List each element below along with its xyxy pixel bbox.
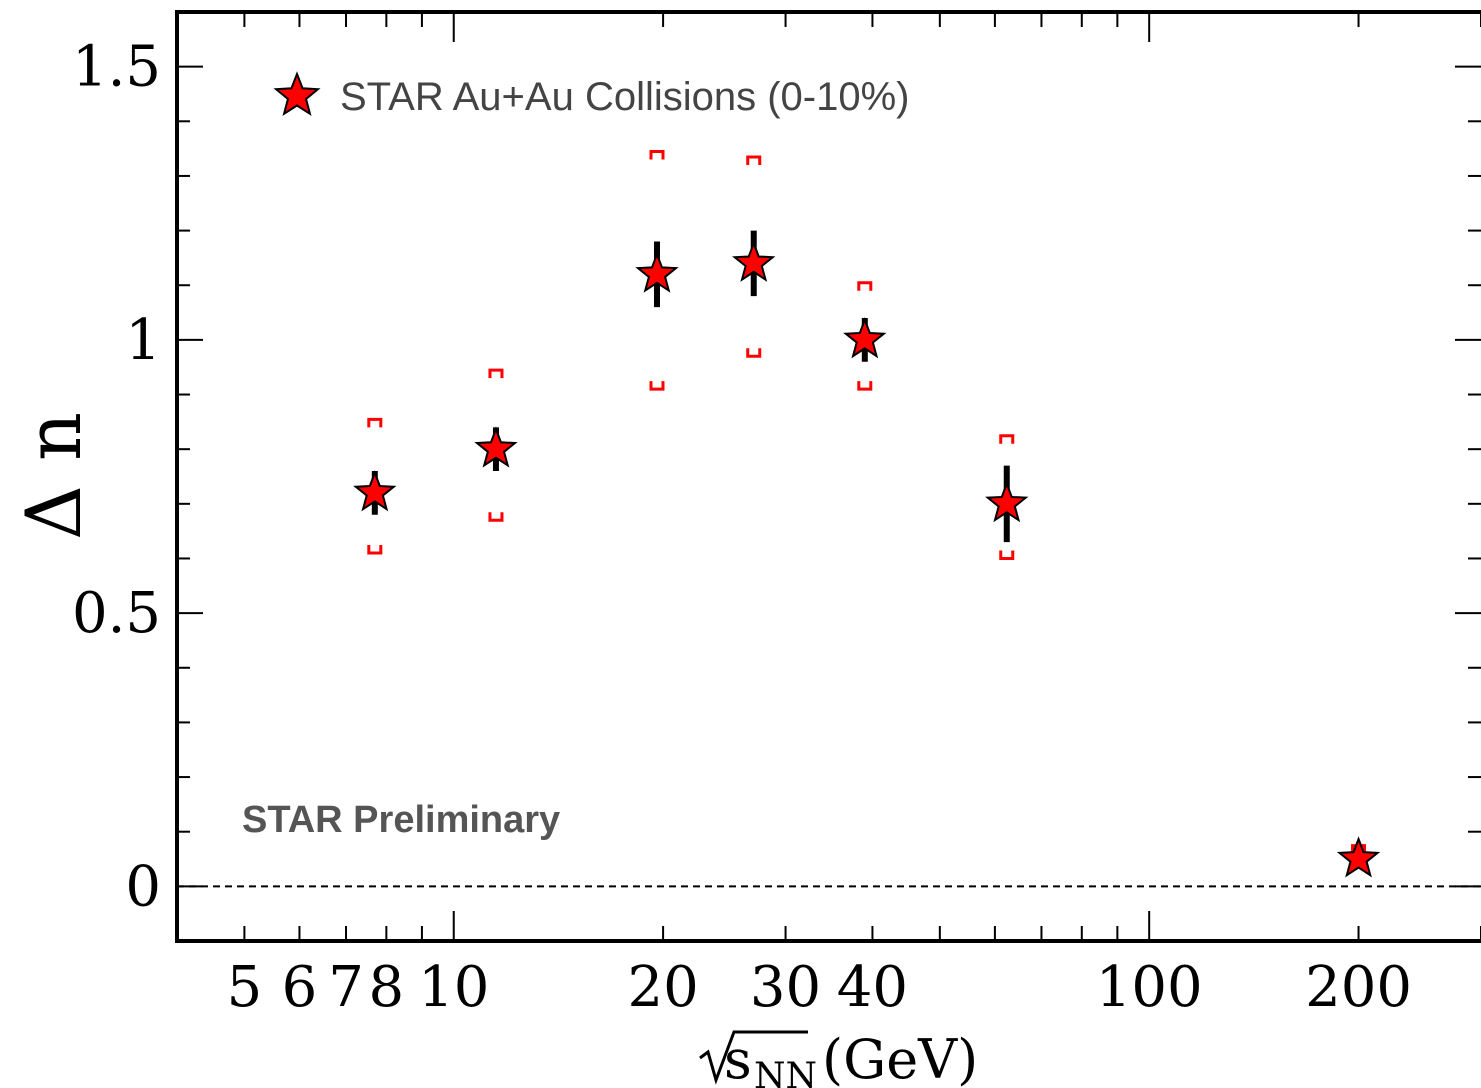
sqrt-symbol bbox=[699, 1030, 808, 1085]
sys-error-upper bbox=[746, 155, 762, 166]
sys-error-lower bbox=[746, 348, 762, 358]
sys-error-upper bbox=[488, 368, 504, 379]
data-point bbox=[843, 281, 887, 391]
data-point bbox=[474, 368, 518, 522]
plot-border bbox=[175, 10, 1481, 943]
x-tick-label: 200 bbox=[1305, 955, 1412, 1020]
sys-error-lower bbox=[488, 512, 504, 522]
sys-error-lower bbox=[649, 381, 665, 391]
y-axis: 0 0.5 1 1.5 bbox=[72, 35, 1481, 919]
x-axis-label-subscript: NN bbox=[754, 1056, 817, 1088]
sys-error-upper bbox=[649, 150, 665, 160]
legend: STAR Au+Au Collisions (0-10%) bbox=[273, 71, 910, 119]
data-point bbox=[635, 150, 679, 391]
sys-error-lower bbox=[857, 381, 873, 391]
data-point bbox=[1336, 836, 1381, 878]
x-tick-label: 30 bbox=[750, 955, 821, 1020]
sys-error-upper bbox=[999, 434, 1015, 444]
y-tick-label: 0.5 bbox=[72, 581, 161, 646]
legend-star bbox=[273, 71, 321, 117]
x-tick-label: 6 bbox=[282, 955, 318, 1020]
star-marker bbox=[985, 481, 1029, 523]
preliminary-annotation: STAR Preliminary bbox=[242, 799, 560, 841]
data-series bbox=[353, 150, 1381, 878]
x-tick-label: 8 bbox=[369, 955, 405, 1020]
data-point bbox=[732, 155, 776, 358]
x-axis-label-unit: (GeV) bbox=[822, 1028, 978, 1088]
x-tick-label: 40 bbox=[837, 955, 908, 1020]
sys-error-lower bbox=[367, 545, 383, 555]
data-point bbox=[353, 417, 397, 555]
star-marker bbox=[635, 251, 679, 293]
y-tick-label: 0 bbox=[125, 854, 161, 919]
legend-label: STAR Au+Au Collisions (0-10%) bbox=[340, 75, 910, 119]
star-marker bbox=[843, 317, 887, 359]
star-marker bbox=[474, 426, 518, 468]
legend-star-marker bbox=[273, 71, 321, 117]
x-tick-label: 20 bbox=[627, 955, 698, 1020]
sys-error-upper bbox=[367, 417, 383, 428]
x-tick-label: 5 bbox=[227, 955, 263, 1020]
star-marker bbox=[1336, 836, 1381, 878]
x-axis-label-symbol: s bbox=[724, 1028, 752, 1088]
x-tick-label: 100 bbox=[1096, 955, 1203, 1020]
plot-frame bbox=[175, 10, 1481, 943]
sys-error-upper bbox=[857, 281, 873, 291]
star-marker bbox=[353, 470, 397, 512]
x-tick-label: 7 bbox=[328, 955, 364, 1020]
x-tick-label: 10 bbox=[418, 955, 489, 1020]
data-point bbox=[985, 434, 1029, 560]
star-marker bbox=[732, 240, 776, 282]
sys-error-lower bbox=[999, 550, 1015, 560]
x-axis-label: s NN (GeV) bbox=[699, 1028, 978, 1088]
x-axis: 5 6 7 8 10 20 30 40 100 200 bbox=[176, 12, 1481, 1020]
y-axis-label: Δ n bbox=[9, 412, 98, 540]
y-tick-label: 1 bbox=[125, 308, 161, 373]
y-tick-label: 1.5 bbox=[72, 35, 161, 100]
